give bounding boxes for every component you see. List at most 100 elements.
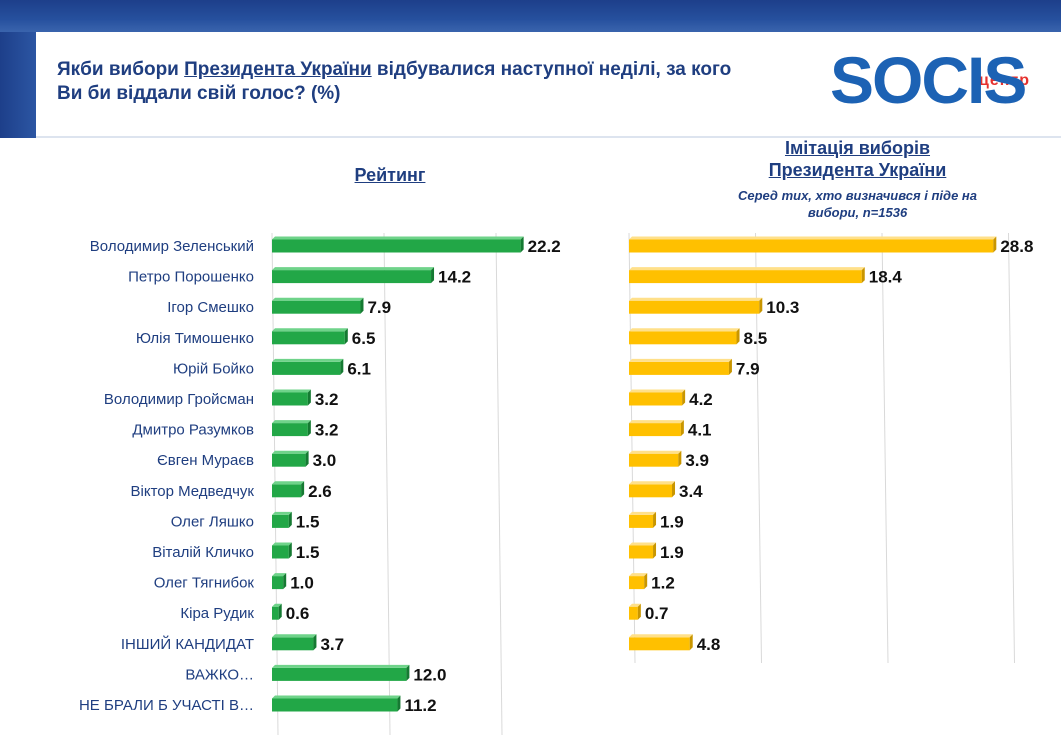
value-label: 1.5 <box>296 543 320 562</box>
bar-side-face <box>682 389 686 406</box>
bar-top-face <box>272 603 282 607</box>
bar-side-face <box>278 603 282 620</box>
bar-side-face <box>680 420 684 437</box>
bar <box>629 484 673 498</box>
bar-side-face <box>520 236 524 253</box>
category-label: НЕ БРАЛИ Б УЧАСТІ В… <box>79 697 254 714</box>
bar-side-face <box>305 450 309 467</box>
bar-side-face <box>728 358 732 375</box>
bar <box>272 545 289 559</box>
bar <box>272 514 289 528</box>
value-label: 12.0 <box>413 665 446 684</box>
bar-top-face <box>629 236 997 240</box>
bar <box>629 637 690 651</box>
bar <box>272 576 284 590</box>
bar-top-face <box>629 542 657 546</box>
bar <box>272 331 345 345</box>
page-title: Якби вибори Президента України відбували… <box>57 58 757 106</box>
simulation-chart: 28.8 18.4 10.3 8.5 7.9 4.2 4.1 3.9 3.4 1.9 1.9 1.2 0… <box>628 232 1033 664</box>
logo-small-text: центр <box>978 72 1030 89</box>
value-label: 4.2 <box>689 390 713 409</box>
bar <box>272 698 398 712</box>
gridline <box>383 232 391 736</box>
bar-side-face <box>637 603 641 620</box>
value-label: 3.4 <box>679 482 703 501</box>
bar-top-face <box>272 664 410 668</box>
bar-top-face <box>629 573 648 577</box>
bar <box>272 423 308 437</box>
bar <box>629 300 760 314</box>
bar-top-face <box>272 511 292 515</box>
bar-side-face <box>861 267 865 284</box>
value-label: 3.9 <box>685 451 709 470</box>
socis-logo: центр SOCIS <box>830 36 1050 116</box>
bar-side-face <box>644 573 648 590</box>
category-label: Євген Мураєв <box>157 452 254 469</box>
value-label: 1.9 <box>660 512 684 531</box>
rating-chart: Володимир Зеленський 22.2 Петро Порошенко 1… <box>79 232 561 736</box>
value-label: 14.2 <box>438 268 471 287</box>
value-label: 10.3 <box>766 298 799 317</box>
bar-top-face <box>272 267 435 271</box>
bar-side-face <box>288 511 292 528</box>
category-label: Ігор Смешко <box>167 299 254 316</box>
value-label: 7.9 <box>367 298 391 317</box>
category-label: Володимир Зеленський <box>90 238 254 255</box>
bar-top-face <box>272 573 287 577</box>
bar-top-face <box>629 328 740 332</box>
rating-chart-title: Рейтинг <box>354 165 426 185</box>
bar <box>272 667 407 681</box>
category-label: Віктор Медведчук <box>131 483 255 500</box>
bar-side-face <box>340 358 344 375</box>
bar-top-face <box>272 297 364 301</box>
bar-side-face <box>759 297 763 314</box>
bar <box>629 576 645 590</box>
bar-top-face <box>272 695 401 699</box>
value-label: 6.5 <box>352 329 376 348</box>
value-label: 3.2 <box>315 390 339 409</box>
bar <box>629 423 681 437</box>
bar <box>629 514 654 528</box>
bar-side-face <box>288 542 292 559</box>
bar-top-face <box>272 358 344 362</box>
value-label: 8.5 <box>744 329 768 348</box>
bar-top-face <box>629 511 657 515</box>
category-label: ВАЖКО… <box>185 666 254 683</box>
bar <box>629 453 679 467</box>
bar-side-face <box>313 634 317 651</box>
bar-side-face <box>397 695 401 712</box>
gridline <box>1008 232 1015 664</box>
category-label: ІНШИЙ КАНДИДАТ <box>121 635 254 653</box>
simulation-chart-subtitle: Серед тих, хто визначився і піде на вибо… <box>737 188 977 220</box>
bar-top-face <box>629 297 763 301</box>
bar <box>629 270 862 284</box>
bar-top-face <box>272 389 311 393</box>
value-label: 6.1 <box>347 359 371 378</box>
bar <box>629 361 729 375</box>
value-label: 0.6 <box>286 604 310 623</box>
bar-top-face <box>272 328 348 332</box>
category-label: Петро Порошенко <box>128 269 254 286</box>
bar <box>272 484 302 498</box>
category-label: Юрій Бойко <box>173 360 254 377</box>
bar-top-face <box>272 450 309 454</box>
bar <box>272 300 361 314</box>
bar-top-face <box>272 420 311 424</box>
bar-side-face <box>307 420 311 437</box>
bar <box>272 637 314 651</box>
bar-side-face <box>360 297 364 314</box>
bar-side-face <box>678 450 682 467</box>
bar <box>272 606 279 620</box>
value-label: 4.1 <box>688 421 712 440</box>
bar <box>272 239 521 253</box>
bar-side-face <box>653 511 657 528</box>
bar-top-face <box>629 267 865 271</box>
bar-top-face <box>272 236 524 240</box>
left-accent-bar <box>0 32 36 138</box>
gridline <box>755 232 762 664</box>
value-label: 3.2 <box>315 421 339 440</box>
bar-top-face <box>629 603 641 607</box>
top-banner <box>0 0 1061 32</box>
value-label: 1.2 <box>651 574 675 593</box>
